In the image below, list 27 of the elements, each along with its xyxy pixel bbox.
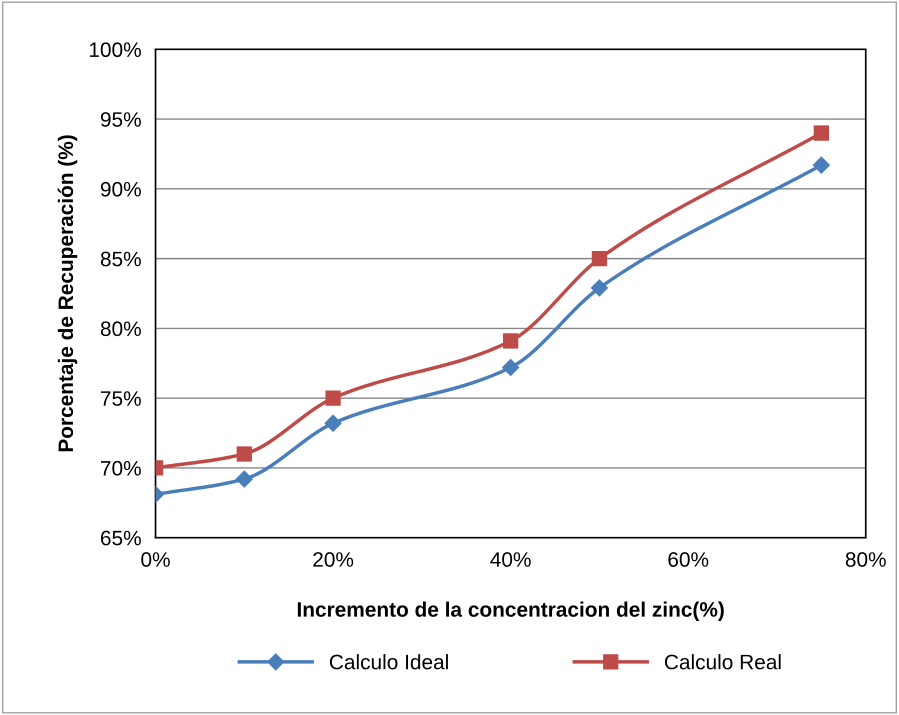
point [325, 390, 341, 406]
point [814, 125, 829, 141]
x-axis-title: Incremento de la concentracion del zinc(%) [298, 602, 724, 621]
x-tick-label: 0% [141, 552, 170, 567]
point [812, 156, 830, 174]
x-tick-label: 40% [490, 552, 531, 567]
legend-label: Calculo Real [664, 654, 781, 670]
y-tick-label: 90% [100, 182, 141, 197]
x-tick-label: 20% [313, 552, 354, 567]
x-tick-label: 60% [668, 552, 708, 567]
point [324, 414, 342, 432]
y-tick-label: 100% [90, 42, 141, 58]
y-tick-label: 80% [100, 321, 141, 336]
y-tick-label: 95% [100, 112, 141, 127]
y-axis-title: Porcentaje de Recuperación (%) [58, 135, 78, 452]
legend-label: Calculo Ideal [330, 654, 448, 670]
point [590, 279, 608, 296]
y-tick-label: 85% [100, 252, 141, 266]
y-tick-label: 75% [101, 391, 141, 406]
y-tick-label: 70% [101, 460, 141, 476]
point [502, 333, 518, 349]
point [236, 470, 253, 488]
point [592, 250, 608, 266]
x-tick-label: 80% [846, 552, 886, 567]
y-tick-label: 65% [101, 530, 141, 546]
point [236, 446, 252, 462]
point [502, 358, 520, 376]
